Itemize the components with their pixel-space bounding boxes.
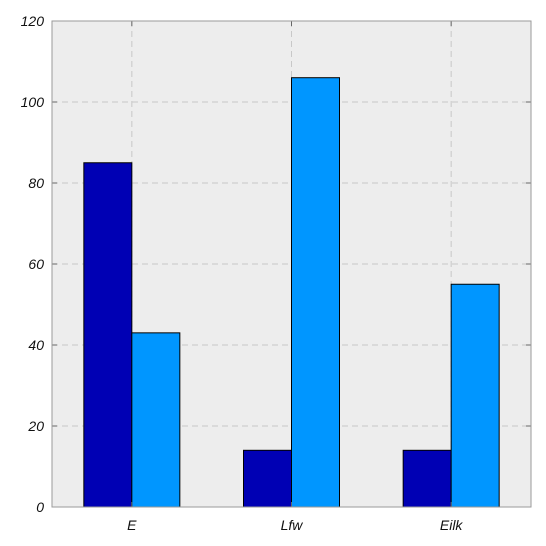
y-tick-label: 40: [28, 337, 44, 353]
x-tick-label: Lfw: [281, 517, 304, 533]
x-tick-label: Eilk: [440, 517, 464, 533]
bar-series-2-eilk: [450, 283, 500, 508]
y-tick-label: 0: [36, 499, 44, 515]
bar-series-2-e: [131, 332, 181, 508]
plot-frame: [51, 20, 532, 508]
y-tick-label: 20: [27, 418, 44, 434]
bar-series-1-e: [83, 162, 133, 508]
y-tick-label: 100: [21, 94, 45, 110]
bars: [83, 77, 500, 508]
axes: [51, 20, 532, 508]
y-tick-label: 120: [21, 13, 45, 29]
bar-series-1-eilk: [402, 449, 452, 508]
bar-series-1-lfw: [243, 449, 292, 508]
x-tick-label: E: [127, 517, 137, 533]
bar-series-2-lfw: [291, 77, 340, 508]
y-tick-label: 80: [28, 175, 44, 191]
y-tick-label: 60: [28, 256, 44, 272]
tick-labels: 0 20 40 60 80 100 120 E Lfw Eilk: [21, 13, 464, 533]
